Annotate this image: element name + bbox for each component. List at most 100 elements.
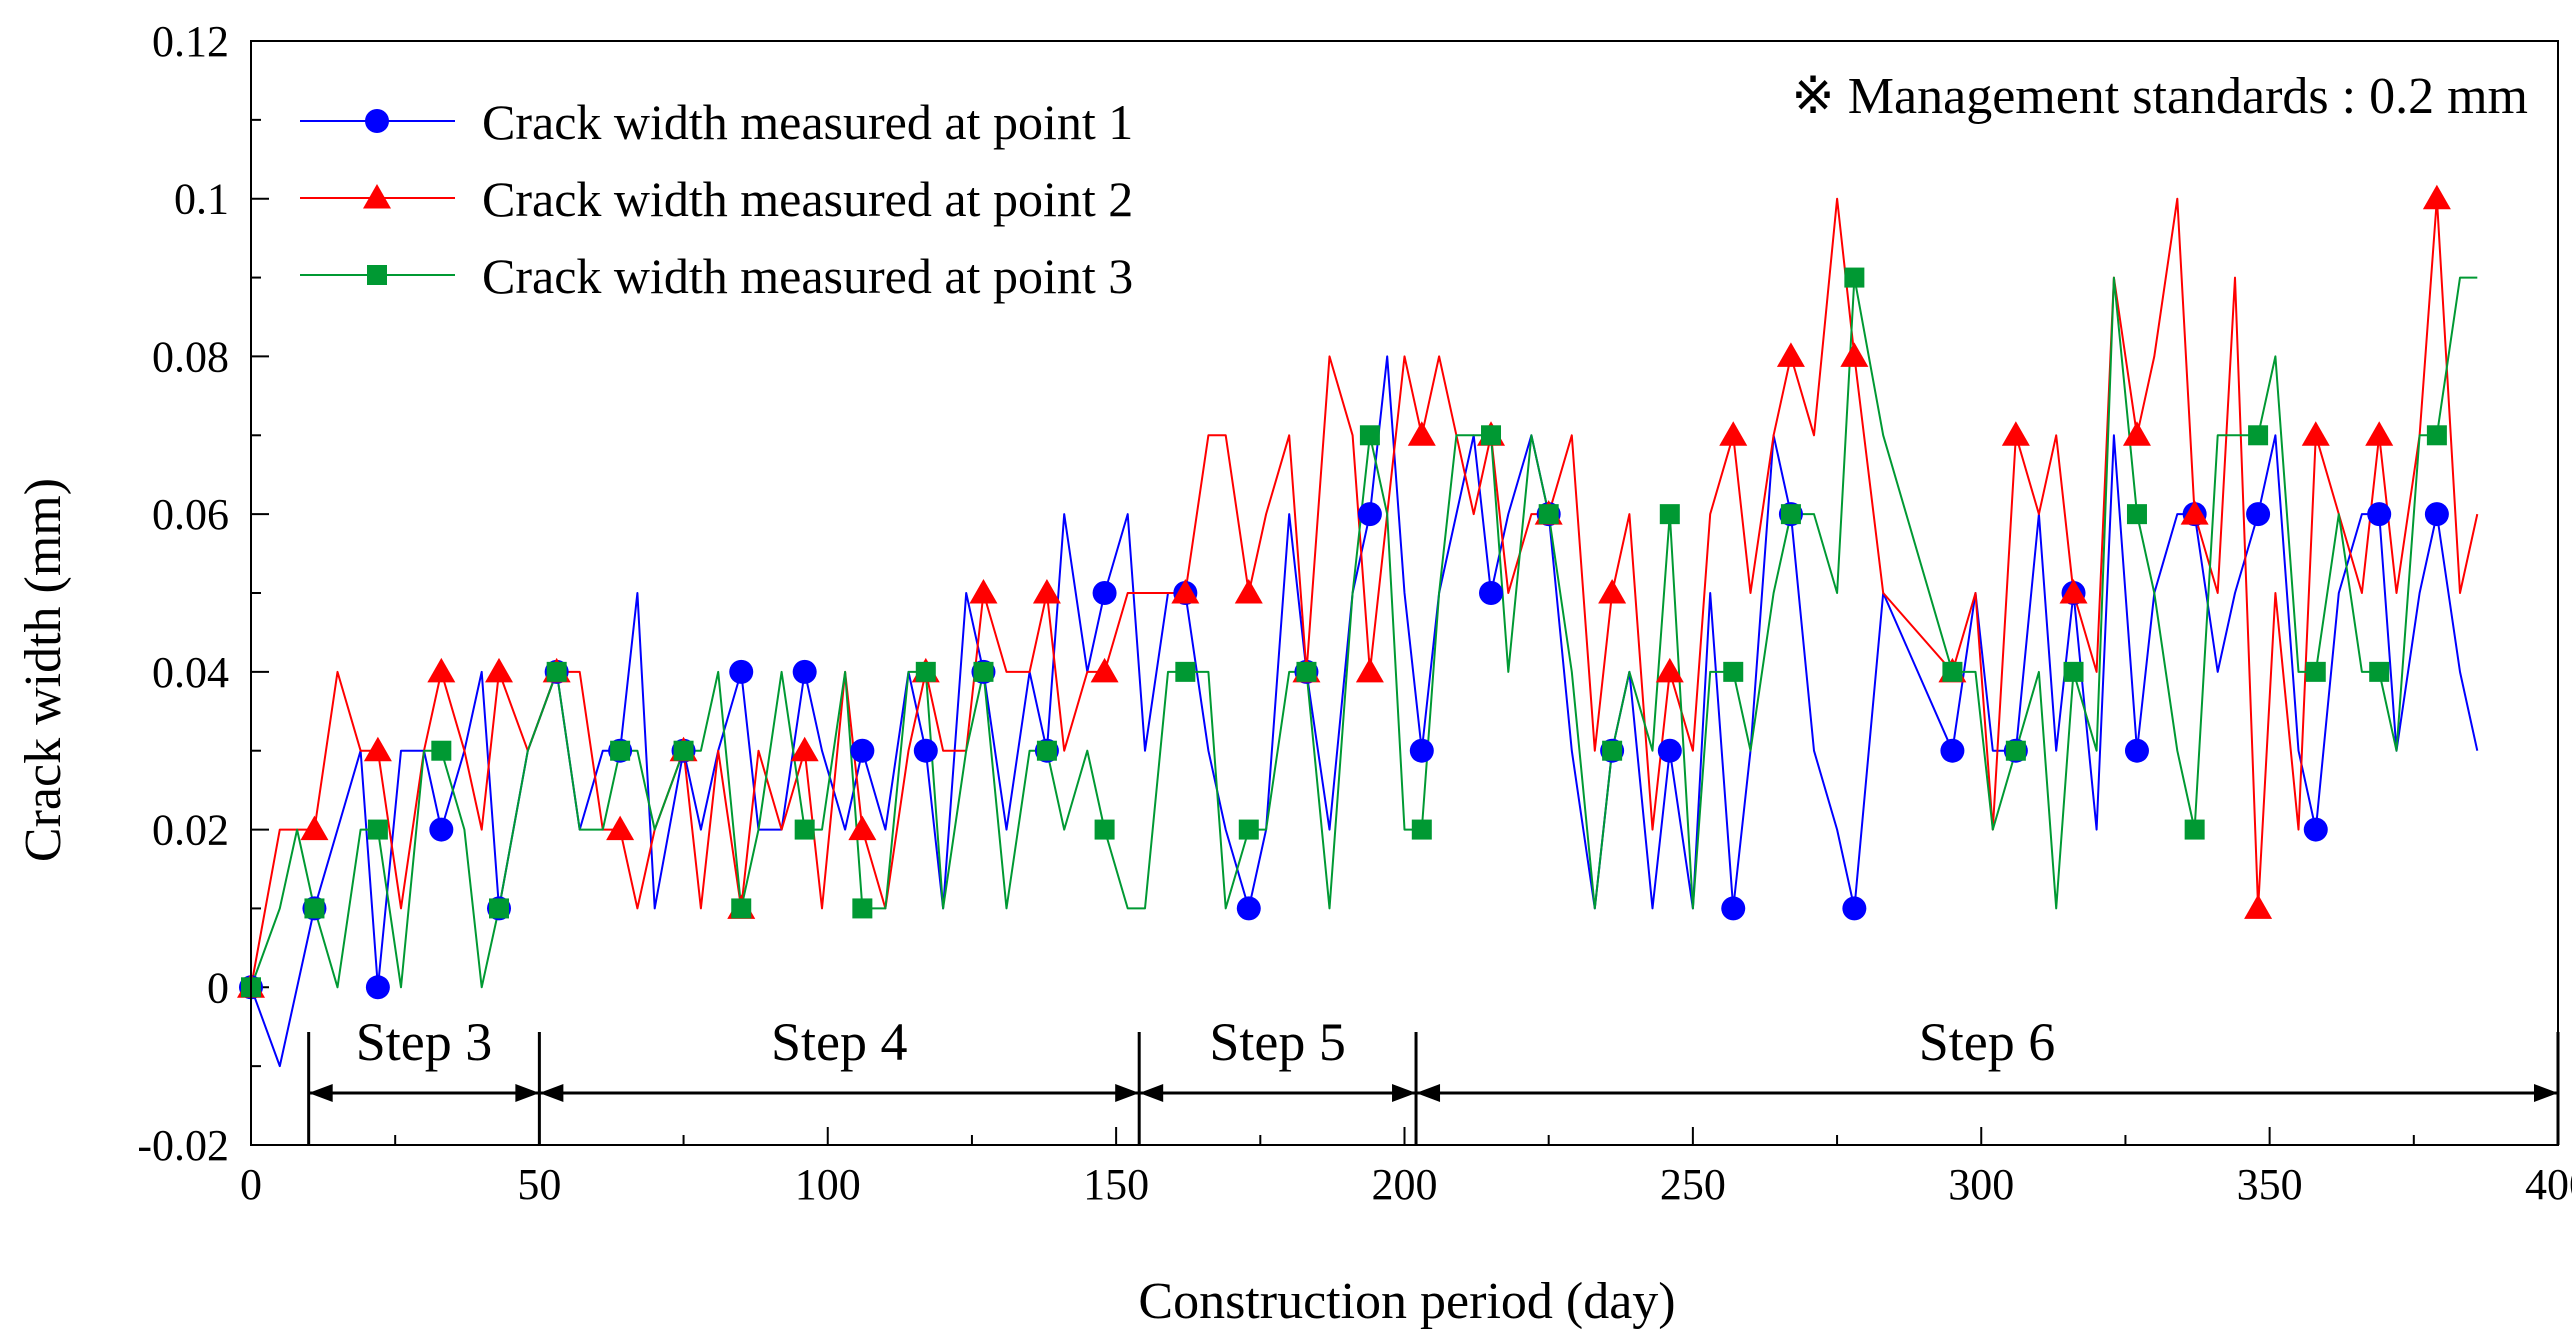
marker-point-3 [1538, 504, 1559, 525]
marker-point-1 [1721, 896, 1746, 921]
marker-point-1 [1357, 502, 1382, 527]
marker-point-3 [2305, 661, 2326, 682]
legend: Crack width measured at point 1 Crack wid… [300, 94, 1133, 304]
series-line-point-2 [250, 197, 2479, 988]
step-label: Step 3 [356, 1012, 493, 1072]
y-tick-label: -0.02 [137, 1121, 229, 1170]
x-tick-label: 150 [1083, 1160, 1149, 1209]
marker-point-3 [2184, 819, 2205, 840]
marker-point-1 [2303, 817, 2328, 842]
step-arrow-head-left [539, 1084, 564, 1102]
marker-point-2 [1407, 421, 1436, 446]
management-standard-note: ※ Management standards : 0.2 mm [1791, 68, 2528, 125]
legend-marker-1 [365, 109, 389, 133]
marker-point-1 [2246, 502, 2271, 527]
marker-point-3 [1780, 504, 1801, 525]
marker-point-3 [1659, 504, 1680, 525]
y-tick-label: 0.08 [152, 332, 229, 381]
marker-point-2 [1032, 579, 1061, 604]
x-tick-label: 200 [1372, 1160, 1438, 1209]
marker-point-2 [2180, 500, 2209, 525]
marker-point-1 [729, 659, 754, 684]
legend-label-1: Crack width measured at point 1 [482, 94, 1133, 150]
x-tick-label: 100 [795, 1160, 861, 1209]
marker-point-2 [485, 657, 514, 683]
tick-labels: 050100150200250300350400-0.0200.020.040.… [137, 17, 2572, 1209]
legend-marker-3 [367, 265, 387, 285]
step-arrow-head-right [2534, 1084, 2558, 1102]
marker-point-3 [489, 898, 510, 919]
step-arrow-head-right [1392, 1084, 1417, 1102]
marker-point-1 [850, 738, 875, 763]
marker-point-1 [365, 975, 390, 1000]
marker-point-3 [1296, 661, 1317, 682]
y-tick-label: 0.1 [174, 175, 229, 224]
marker-point-2 [969, 579, 998, 604]
marker-point-1 [2424, 502, 2449, 527]
x-tick-label: 0 [240, 1160, 262, 1209]
marker-point-2 [427, 657, 456, 683]
marker-point-1 [792, 659, 817, 684]
marker-point-3 [852, 898, 873, 919]
marker-point-2 [1234, 579, 1263, 604]
series-lines [250, 197, 2479, 1068]
step-label: Step 5 [1209, 1012, 1346, 1072]
x-tick-label: 50 [517, 1160, 561, 1209]
marker-point-2 [2122, 421, 2151, 446]
marker-point-1 [2124, 738, 2149, 763]
marker-point-2 [1090, 657, 1119, 683]
marker-point-1 [2367, 502, 2392, 527]
marker-point-1 [913, 738, 938, 763]
marker-point-1 [1940, 738, 1965, 763]
series-markers [237, 184, 2451, 1000]
construction-steps: Step 3 Step 4 Step 5 Step 6 [307, 1012, 2560, 1145]
y-tick-label: 0.12 [152, 17, 229, 66]
marker-point-1 [1479, 581, 1504, 605]
marker-point-3 [1036, 740, 1057, 761]
y-axis-title: Crack width (mm) [15, 478, 72, 862]
marker-point-2 [790, 736, 819, 762]
marker-point-3 [673, 740, 694, 761]
marker-point-3 [1359, 425, 1380, 446]
y-tick-label: 0.02 [152, 806, 229, 855]
y-tick-label: 0.06 [152, 490, 229, 539]
marker-point-2 [606, 815, 635, 841]
x-tick-label: 300 [1948, 1160, 2014, 1209]
marker-point-3 [1175, 661, 1196, 682]
marker-point-1 [429, 817, 454, 842]
marker-point-3 [1094, 819, 1115, 840]
x-tick-label: 400 [2525, 1160, 2572, 1209]
marker-point-2 [2244, 894, 2273, 919]
marker-point-3 [2063, 661, 2084, 682]
marker-point-2 [1355, 657, 1384, 683]
marker-point-3 [1723, 661, 1744, 682]
marker-point-3 [2126, 504, 2147, 525]
marker-point-2 [848, 815, 877, 841]
marker-point-2 [1598, 579, 1627, 604]
marker-point-2 [2365, 421, 2394, 446]
legend-marker-2 [363, 184, 391, 209]
marker-point-2 [1776, 342, 1805, 367]
marker-point-3 [1602, 740, 1623, 761]
marker-point-1 [1657, 738, 1682, 763]
marker-point-3 [2005, 740, 2026, 761]
step-arrow-head-left [1416, 1084, 1441, 1102]
marker-point-3 [2426, 425, 2447, 446]
marker-point-3 [1481, 425, 1502, 446]
marker-point-2 [2301, 421, 2330, 446]
marker-point-3 [915, 661, 936, 682]
marker-point-3 [304, 898, 325, 919]
marker-point-1 [1842, 896, 1867, 921]
step-label: Step 6 [1919, 1012, 2056, 1072]
marker-point-2 [2001, 421, 2030, 446]
marker-point-3 [1942, 661, 1963, 682]
series-line-point-3 [250, 276, 2478, 989]
marker-point-3 [1238, 819, 1259, 840]
step-arrow-head-right [1115, 1084, 1140, 1102]
marker-point-3 [610, 740, 631, 761]
marker-point-2 [300, 815, 329, 841]
marker-point-2 [2059, 579, 2088, 604]
marker-point-3 [794, 819, 815, 840]
marker-point-2 [1171, 579, 1200, 604]
